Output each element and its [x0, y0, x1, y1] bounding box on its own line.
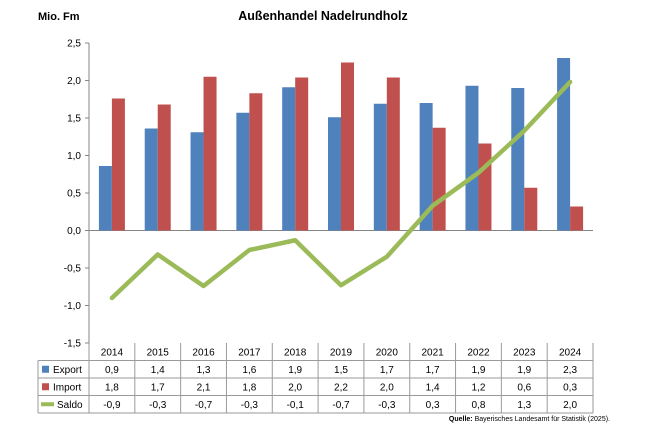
bar-export — [282, 87, 296, 231]
bar-import — [570, 206, 584, 231]
table-value: 0,6 — [517, 382, 531, 393]
table-value: -0,3 — [241, 400, 259, 411]
table-value: -0,9 — [103, 400, 121, 411]
table-value: 1,6 — [242, 365, 256, 376]
table-value: 0,3 — [426, 400, 440, 411]
y-tick-label: 1,0 — [67, 151, 81, 162]
bar-export — [511, 88, 525, 231]
bar-import — [295, 77, 309, 231]
table-value: 1,7 — [380, 365, 394, 376]
bar-import — [111, 98, 125, 231]
x-category-label: 2019 — [330, 348, 353, 359]
table-value: 1,4 — [151, 365, 165, 376]
source-text: Bayerisches Landesamt für Statistik (202… — [474, 416, 610, 423]
y-tick-label: 0,0 — [67, 226, 81, 237]
table-value: 1,9 — [288, 365, 302, 376]
line-saldo — [109, 79, 573, 301]
table-value: 1,2 — [472, 382, 486, 393]
y-tick-label: 2,0 — [67, 76, 81, 87]
bar-import — [249, 93, 263, 231]
x-category-label: 2016 — [192, 348, 215, 359]
legend-label-import: Import — [53, 382, 82, 393]
legend-key-export — [42, 365, 49, 373]
x-category-label: 2021 — [422, 348, 445, 359]
y-tick-label: -0,5 — [64, 264, 82, 275]
table-value: 0,9 — [105, 365, 119, 376]
table-value: 1,5 — [334, 365, 348, 376]
table-value: 1,7 — [426, 365, 440, 376]
x-category-label: 2017 — [238, 348, 261, 359]
x-category-label: 2015 — [147, 348, 170, 359]
y-tick-label: -1,5 — [64, 339, 82, 350]
table-value: 1,8 — [242, 382, 256, 393]
bar-export — [144, 128, 158, 231]
bar-import — [524, 187, 538, 231]
bar-export — [328, 117, 341, 231]
y-tick-label: 0,5 — [67, 189, 81, 200]
bar-export — [236, 112, 250, 231]
table-value: -0,7 — [195, 400, 213, 411]
bar-export — [98, 166, 112, 231]
x-category-label: 2018 — [284, 348, 307, 359]
table-value: 1,9 — [517, 365, 531, 376]
x-category-label: 2014 — [101, 348, 124, 359]
table-value: -0,7 — [332, 400, 350, 411]
y-tick-label: 1,5 — [67, 114, 81, 125]
bar-export — [190, 132, 204, 231]
bar-export — [557, 58, 571, 231]
table-value: 2,0 — [288, 382, 302, 393]
bar-export — [419, 103, 433, 231]
table-value: 0,3 — [563, 382, 577, 393]
legend-key-import — [42, 383, 49, 391]
x-category-label: 2023 — [513, 348, 536, 359]
table-value: 1,9 — [472, 365, 486, 376]
x-category-label: 2020 — [376, 348, 399, 359]
legend-label-saldo: Saldo — [57, 400, 83, 411]
table-value: 1,7 — [151, 382, 165, 393]
bar-import — [203, 76, 217, 231]
bar-import — [478, 143, 492, 231]
table-value: 1,8 — [105, 382, 119, 393]
table-value: 2,0 — [380, 382, 394, 393]
table-value: -0,3 — [378, 400, 396, 411]
bar-import — [157, 104, 171, 231]
table-value: 1,3 — [517, 400, 531, 411]
source-note: Quelle: Bayerisches Landesamt für Statis… — [449, 416, 610, 423]
bar-export — [465, 85, 479, 231]
bar-import — [386, 77, 400, 231]
table-value: 1,4 — [426, 382, 440, 393]
table-value: -0,3 — [149, 400, 167, 411]
x-category-label: 2022 — [467, 348, 490, 359]
x-category-label: 2024 — [559, 348, 582, 359]
bar-import — [341, 62, 354, 231]
table-value: 2,0 — [563, 400, 577, 411]
y-tick-label: -1,0 — [64, 301, 82, 312]
table-value: 0,8 — [472, 400, 486, 411]
bar-import — [432, 127, 446, 231]
table-value: -0,1 — [287, 400, 305, 411]
y-tick-label: 2,5 — [67, 39, 81, 50]
bar-export — [373, 103, 387, 231]
chart-title: Außenhandel Nadelrundholz — [238, 9, 408, 23]
table-value: 2,2 — [334, 382, 348, 393]
table-value: 2,1 — [197, 382, 211, 393]
legend-label-export: Export — [53, 365, 82, 376]
table-value: 1,3 — [197, 365, 211, 376]
source-label: Quelle: — [448, 416, 473, 423]
table-value: 2,3 — [563, 365, 577, 376]
y-axis-unit-label: Mio. Fm — [38, 11, 80, 23]
